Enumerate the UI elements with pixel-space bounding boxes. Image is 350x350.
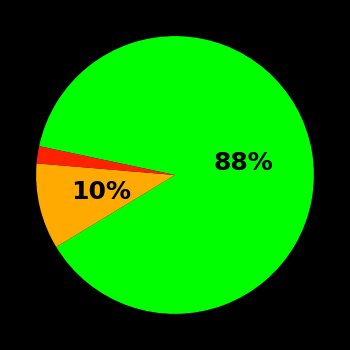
Wedge shape [39,36,314,314]
Text: 88%: 88% [214,152,273,175]
Wedge shape [37,146,175,175]
Text: 10%: 10% [71,181,131,204]
Wedge shape [36,163,175,247]
